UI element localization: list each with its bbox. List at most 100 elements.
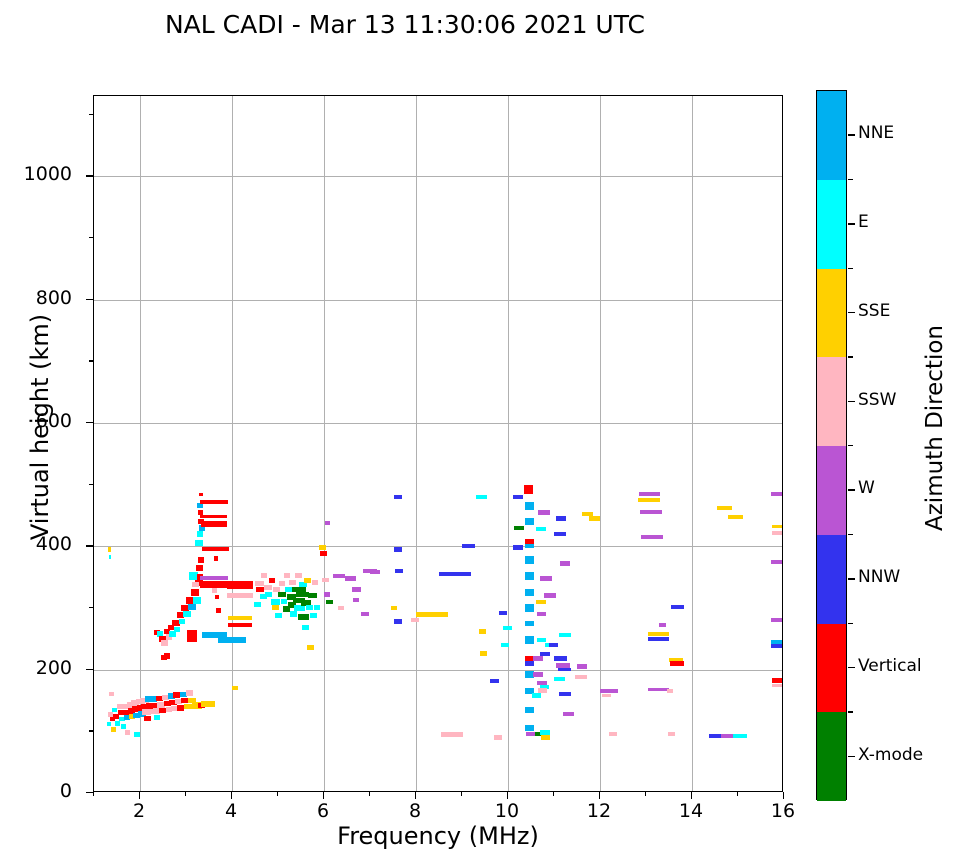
echo-point	[319, 545, 326, 550]
echo-point	[668, 731, 675, 736]
echo-point	[554, 656, 567, 661]
echo-point	[117, 710, 125, 716]
echo-point	[563, 711, 575, 717]
echo-point	[264, 585, 273, 591]
echo-point	[155, 695, 163, 702]
y-tick-minor	[89, 483, 93, 485]
echo-point	[197, 509, 204, 515]
echo-point	[390, 605, 398, 611]
echo-point	[648, 687, 669, 692]
echo-point	[333, 573, 346, 579]
x-tick-major	[415, 792, 417, 799]
echo-point	[183, 611, 191, 618]
echo-point	[669, 657, 683, 662]
colorbar-tick	[848, 755, 855, 758]
echo-point	[475, 494, 487, 500]
echo-point	[200, 520, 228, 528]
x-tick-major	[599, 792, 601, 799]
echo-point	[213, 556, 219, 561]
echo-point	[163, 700, 172, 707]
echo-point	[771, 644, 782, 649]
echo-point	[524, 604, 534, 612]
echo-point	[671, 604, 685, 609]
echo-point	[658, 623, 667, 628]
echo-point	[161, 640, 168, 646]
echo-point	[153, 714, 161, 720]
echo-point	[190, 589, 199, 596]
echo-point	[144, 696, 153, 702]
echo-point	[169, 699, 177, 706]
echo-point	[273, 586, 280, 592]
echo-point	[159, 635, 167, 642]
echo-point	[524, 556, 534, 564]
echo-point	[174, 626, 181, 633]
y-tick-label: 0	[59, 780, 72, 802]
echo-point	[640, 510, 662, 515]
ionogram-plot-area	[93, 95, 783, 792]
y-tick-minor	[89, 606, 93, 609]
echo-point	[143, 715, 152, 722]
colorbar-title: Azimuth Direction	[922, 325, 948, 531]
echo-point	[513, 525, 524, 530]
gridline-vertical	[140, 96, 141, 791]
colorbar-segment-x-mode	[817, 712, 846, 801]
echo-point	[157, 702, 165, 708]
echo-point	[771, 618, 782, 623]
echo-point	[393, 547, 403, 552]
echo-point	[524, 517, 534, 526]
x-axis-title: Frequency (MHz)	[337, 822, 539, 850]
y-tick-major	[86, 668, 93, 671]
echo-point	[577, 664, 588, 669]
gridline-vertical	[508, 96, 509, 791]
echo-point	[345, 576, 357, 581]
echo-point	[772, 530, 782, 535]
echo-point	[119, 716, 125, 722]
echo-point	[188, 603, 196, 610]
y-tick-label: 1000	[23, 163, 72, 186]
echo-point	[167, 624, 175, 631]
y-tick-major	[86, 792, 93, 794]
echo-point	[498, 610, 508, 616]
x-tick-label: 2	[132, 800, 146, 822]
echo-point	[641, 535, 663, 539]
echo-point	[533, 656, 544, 661]
echo-point	[556, 662, 571, 668]
echo-point	[117, 704, 124, 710]
y-tick-minor	[89, 236, 93, 239]
echo-point	[310, 612, 317, 618]
echo-point	[183, 703, 192, 710]
echo-point	[771, 639, 782, 645]
x-tick-minor	[277, 792, 279, 796]
colorbar-segment-vertical	[817, 623, 846, 713]
echo-point	[581, 512, 593, 517]
echo-point	[324, 520, 331, 525]
echo-point	[148, 708, 156, 715]
echo-point	[301, 600, 312, 606]
echo-point	[503, 625, 512, 630]
echo-point	[176, 705, 185, 711]
echo-point	[123, 715, 131, 721]
x-tick-label: 8	[408, 800, 422, 822]
echo-point	[181, 604, 189, 612]
echo-point	[114, 720, 121, 726]
echo-point	[113, 714, 119, 719]
echo-point	[524, 688, 534, 695]
echo-point	[186, 597, 194, 604]
echo-point	[588, 516, 600, 521]
y-tick-major	[86, 545, 93, 547]
echo-point	[167, 693, 175, 699]
echo-point	[720, 734, 734, 739]
echo-points-layer	[94, 96, 782, 791]
echo-point	[289, 611, 298, 617]
echo-point	[639, 491, 661, 496]
echo-point	[772, 678, 782, 684]
echo-point	[254, 602, 262, 608]
echo-point	[186, 690, 194, 696]
colorbar-label-w: W	[858, 478, 875, 499]
echo-point	[536, 681, 547, 686]
echo-point	[462, 544, 475, 549]
echo-point	[296, 591, 310, 598]
y-tick-major	[86, 175, 93, 177]
echo-point	[198, 524, 206, 531]
echo-point	[322, 578, 329, 583]
